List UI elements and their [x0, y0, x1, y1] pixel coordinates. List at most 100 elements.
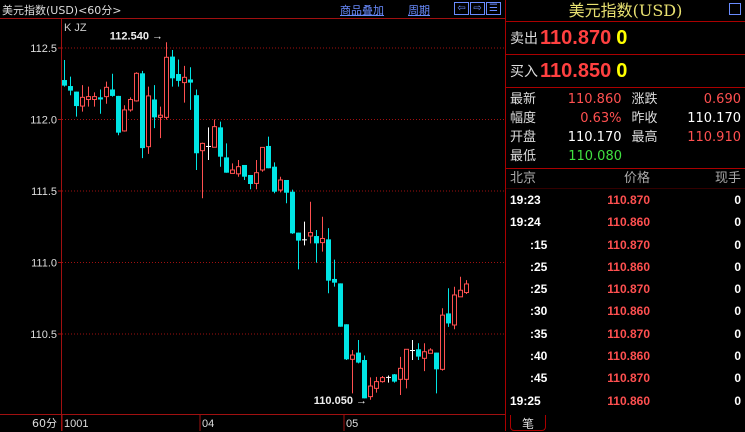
- candle-body: [452, 294, 457, 326]
- layout-icon[interactable]: ☰: [486, 2, 501, 15]
- max-price-label: 112.540 →: [110, 30, 163, 42]
- stats-row: 最低 110.080: [510, 147, 741, 166]
- tick-time: :45: [530, 371, 548, 386]
- tick-time: 19:23: [510, 193, 541, 207]
- tick-time: :30: [530, 304, 548, 319]
- tick-row: :35 110.870 0: [506, 323, 745, 345]
- tick-row: :45 110.870 0: [506, 367, 745, 389]
- candle-body: [356, 352, 361, 363]
- tick-price: 110.860: [607, 215, 650, 230]
- tick-volume: 0: [734, 371, 741, 386]
- tick-row: :25 110.870 0: [506, 278, 745, 300]
- quote-panel: 美元指数(USD) 卖出 110.870 0 买入 110.850 0 最新 110.86…: [505, 0, 745, 431]
- arrow-left-icon[interactable]: ⇦: [454, 2, 469, 15]
- candle-body: [110, 89, 115, 96]
- tick-volume: 0: [734, 326, 741, 341]
- candle-body: [218, 127, 223, 157]
- col-volume: 现手: [714, 171, 741, 186]
- stat-value: 110.170: [567, 130, 622, 145]
- maximize-icon[interactable]: [729, 3, 741, 15]
- candle-body: [224, 157, 229, 173]
- arrow-right-icon[interactable]: ⇨: [470, 2, 485, 15]
- candle-body: [194, 95, 199, 154]
- sell-row: 卖出 110.870 0: [506, 22, 745, 55]
- ticks-header: 北京 价格 现手: [506, 169, 745, 189]
- candle-body: [440, 314, 445, 370]
- candle-body: [404, 348, 409, 380]
- stat-label: 最高: [631, 130, 658, 145]
- candle-body: [62, 80, 67, 86]
- buy-row: 买入 110.850 0: [506, 55, 745, 88]
- candle-body: [392, 374, 397, 382]
- candle-body: [212, 126, 217, 148]
- buy-price: 110.850: [540, 59, 612, 82]
- period-label: 60分: [32, 417, 57, 430]
- tick-price: 110.870: [607, 326, 650, 341]
- candle-body: [320, 237, 325, 244]
- stat-value: 110.080: [568, 149, 622, 164]
- tick-price: 110.870: [607, 371, 650, 386]
- buy-label: 买入: [510, 64, 538, 80]
- sell-price: 110.870: [540, 26, 612, 49]
- stat-label: 开盘: [510, 130, 537, 145]
- candle-body: [374, 381, 379, 389]
- overlay-link[interactable]: 商品叠加: [340, 4, 384, 17]
- quote-title: 美元指数(USD): [506, 0, 745, 22]
- tick-time: :35: [530, 326, 548, 341]
- stat-value: 110.860: [567, 92, 622, 107]
- candle-body: [416, 349, 421, 357]
- candle-body: [98, 97, 103, 100]
- candle-body: [368, 385, 373, 398]
- candle-body: [236, 166, 241, 175]
- tick-row: :30 110.860 0: [506, 300, 745, 322]
- stats-row: 开盘 110.170 最高 110.910: [510, 128, 741, 147]
- tick-price: 110.860: [607, 304, 650, 319]
- candle-body: [308, 232, 313, 237]
- candlestick-chart[interactable]: 112.5 112.0 111.5 111.0 110.5 K JZ 60分 1001 04 05…: [0, 0, 505, 431]
- candle-body: [350, 354, 355, 360]
- candle-body: [434, 352, 439, 370]
- tick-time: 19:25: [510, 393, 541, 408]
- stat-label: 最新: [510, 92, 537, 107]
- tick-time: :25: [530, 282, 548, 297]
- ticks-list[interactable]: 19:23 110.870 0 19:24 110.860 0:15 110.870 0:25…: [506, 189, 745, 412]
- candle-body: [152, 99, 157, 118]
- candle-body: [230, 169, 235, 174]
- candle-body: [134, 72, 139, 102]
- candle-body: [182, 76, 187, 84]
- candle-body: [272, 166, 277, 192]
- candle-body: [158, 114, 163, 118]
- stat-label: 昨收: [631, 111, 658, 126]
- candle-body: [260, 146, 265, 171]
- chart-title: 美元指数(USD)<60分>: [2, 4, 122, 17]
- candle-body: [242, 164, 247, 177]
- tick-volume: 0: [734, 193, 741, 207]
- candle-body: [128, 98, 133, 111]
- candle-body: [326, 239, 331, 281]
- stat-value: 110.170: [687, 111, 741, 126]
- quote-title-text: 美元指数(USD): [568, 1, 683, 20]
- y-tick-label: 110.5: [30, 329, 57, 341]
- candle-body: [446, 313, 451, 324]
- tick-row: 19:25 110.860 0: [506, 390, 745, 412]
- candle-body: [422, 351, 427, 359]
- candle-body: [206, 145, 211, 147]
- tick-price: 110.870: [607, 237, 650, 252]
- stat-label: 幅度: [510, 111, 537, 126]
- candle-body: [266, 145, 271, 169]
- stats-row: 最新 110.860 涨跌 0.690: [510, 90, 741, 109]
- tick-row: :40 110.860 0: [506, 345, 745, 367]
- tick-row: :25 110.860 0: [506, 256, 745, 278]
- candle-body: [170, 56, 175, 79]
- stat-label: 最低: [510, 149, 537, 164]
- stat-value: 0.690: [703, 92, 741, 107]
- stats-table: 最新 110.860 涨跌 0.690 幅度 0.63% 昨收 110.170 开盘 110.…: [506, 88, 745, 169]
- tick-volume: 0: [734, 237, 741, 252]
- candle-body: [116, 95, 121, 133]
- tab-ticks[interactable]: 笔: [510, 415, 546, 431]
- tick-price: 110.860: [607, 349, 650, 364]
- col-time: 北京: [510, 171, 537, 186]
- period-link[interactable]: 周期: [408, 4, 430, 17]
- candle-body: [386, 376, 391, 378]
- candle-body: [344, 324, 349, 360]
